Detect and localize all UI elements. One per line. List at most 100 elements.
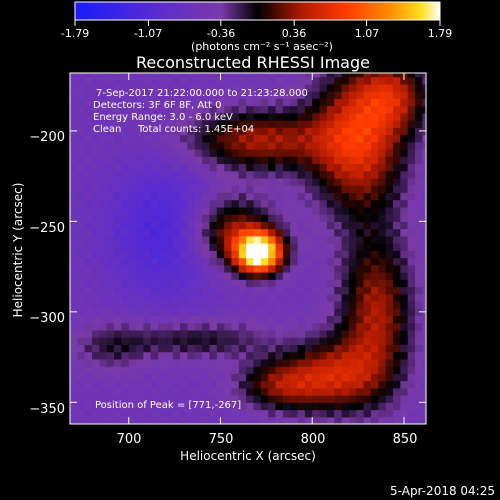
heatmap-cell xyxy=(172,83,181,92)
heatmap-cell xyxy=(341,322,350,331)
heatmap-cell xyxy=(187,199,196,208)
heatmap-cell xyxy=(114,120,122,128)
heatmap-cell xyxy=(99,221,108,230)
heatmap-cell xyxy=(158,358,167,367)
heatmap-cell xyxy=(260,264,269,273)
heatmap-cell xyxy=(92,395,100,403)
heatmap-cell xyxy=(370,177,379,186)
heatmap-cell xyxy=(319,73,328,78)
heatmap-cell xyxy=(224,387,233,396)
heatmap-cell xyxy=(246,416,255,424)
heatmap-cell xyxy=(202,192,211,201)
heatmap-cell xyxy=(356,221,365,230)
heatmap-cell xyxy=(165,73,174,78)
heatmap-cell xyxy=(378,221,387,230)
heatmap-cell xyxy=(290,105,299,114)
heatmap-cell xyxy=(260,373,269,382)
heatmap-cell xyxy=(319,286,328,295)
heatmap-cell xyxy=(238,148,247,157)
heatmap-cell xyxy=(194,286,203,295)
heatmap-cell xyxy=(70,337,78,345)
heatmap-cell xyxy=(275,91,284,99)
heatmap-cell xyxy=(70,199,78,208)
heatmap-cell xyxy=(187,322,196,331)
heatmap-cell xyxy=(128,134,137,143)
heatmap-cell xyxy=(253,83,262,92)
heatmap-cell xyxy=(209,163,218,172)
heatmap-cell xyxy=(70,279,78,288)
heatmap-cell xyxy=(392,250,401,259)
heatmap-cell xyxy=(385,105,394,114)
heatmap-cell xyxy=(202,199,211,208)
heatmap-cell xyxy=(312,98,321,107)
heatmap-cell xyxy=(282,351,291,360)
heatmap-cell xyxy=(290,134,299,143)
heatmap-cell xyxy=(363,185,372,194)
heatmap-cell xyxy=(209,264,218,273)
heatmap-cell xyxy=(334,286,343,295)
heatmap-cell xyxy=(304,286,313,295)
heatmap-cell xyxy=(363,358,372,367)
heatmap-cell xyxy=(231,112,240,121)
heatmap-cell xyxy=(209,293,218,302)
heatmap-cell xyxy=(202,373,211,382)
heatmap-cell xyxy=(363,395,372,403)
heatmap-cell xyxy=(224,206,233,215)
heatmap-cell xyxy=(246,170,255,179)
heatmap-cell xyxy=(253,185,262,194)
heatmap-cell xyxy=(282,206,291,215)
heatmap-cell xyxy=(172,351,181,360)
heatmap-cell xyxy=(363,300,372,309)
heatmap-cell xyxy=(290,329,299,338)
heatmap-cell xyxy=(422,105,426,114)
heatmap-cell xyxy=(341,91,350,99)
heatmap-cell xyxy=(121,329,130,338)
heatmap-cell xyxy=(414,163,423,172)
heatmap-cell xyxy=(414,235,423,244)
heatmap-cell xyxy=(385,416,394,424)
heatmap-cell xyxy=(363,127,372,136)
heatmap-cell xyxy=(158,221,167,230)
heatmap-cell xyxy=(290,380,299,389)
heatmap-cell xyxy=(246,409,255,418)
heatmap-cell xyxy=(282,192,291,201)
heatmap-cell xyxy=(114,163,122,172)
heatmap-cell xyxy=(334,243,343,251)
heatmap-cell xyxy=(187,308,196,317)
heatmap-cell xyxy=(121,112,130,121)
heatmap-cell xyxy=(414,315,423,324)
heatmap-cell xyxy=(187,279,196,288)
heatmap-cell xyxy=(341,380,350,389)
heatmap-cell xyxy=(70,177,78,186)
heatmap-cell xyxy=(282,83,291,92)
heatmap-cell xyxy=(319,177,328,186)
heatmap-cell xyxy=(334,199,343,208)
heatmap-cell xyxy=(180,221,189,230)
heatmap-cell xyxy=(385,279,394,288)
heatmap-cell xyxy=(400,257,409,266)
heatmap-cell xyxy=(114,112,122,121)
heatmap-cell xyxy=(312,156,321,165)
heatmap-cell xyxy=(392,293,401,302)
heatmap-cell xyxy=(422,112,426,121)
heatmap-cell xyxy=(165,235,174,244)
heatmap-cell xyxy=(341,337,350,345)
heatmap-cell xyxy=(209,83,218,92)
heatmap-cell xyxy=(106,358,115,367)
heatmap-cell xyxy=(253,91,262,99)
heatmap-cell xyxy=(348,221,357,230)
heatmap-cell xyxy=(326,257,335,266)
heatmap-cell xyxy=(202,170,211,179)
heatmap-cell xyxy=(172,293,181,302)
heatmap-cell xyxy=(194,243,203,251)
heatmap-cell xyxy=(363,373,372,382)
heatmap-cell xyxy=(114,228,122,237)
heatmap-cell xyxy=(253,76,262,85)
heatmap-cell xyxy=(334,91,343,99)
heatmap-cell xyxy=(326,192,335,201)
heatmap-cell xyxy=(187,163,196,172)
heatmap-cell xyxy=(128,214,137,222)
heatmap-cell xyxy=(106,243,115,251)
heatmap-cell xyxy=(363,322,372,331)
heatmap-cell xyxy=(172,264,181,273)
